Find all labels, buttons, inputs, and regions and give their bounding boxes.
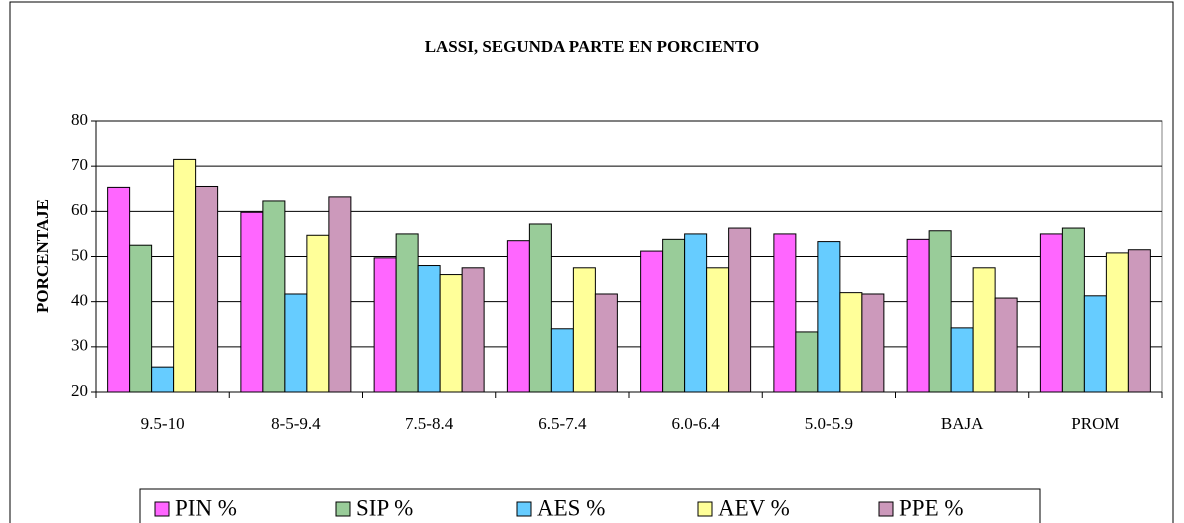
x-tick-label: 7.5-8.4 xyxy=(405,414,454,433)
bar xyxy=(506,240,530,393)
bar xyxy=(861,293,885,393)
y-tick-label: 20 xyxy=(71,381,88,400)
legend-marker xyxy=(878,501,894,517)
y-tick-label: 80 xyxy=(71,110,88,129)
x-tick-label: 6.5-7.4 xyxy=(538,414,587,433)
bar xyxy=(262,200,286,393)
bar xyxy=(906,238,930,393)
legend-marker xyxy=(697,501,713,517)
bar xyxy=(439,274,463,393)
legend-label: PPE % xyxy=(899,495,964,520)
x-tick-label: 5.0-5.9 xyxy=(805,414,853,433)
bar xyxy=(328,196,352,393)
bar xyxy=(395,233,419,393)
bar xyxy=(107,186,131,393)
bar xyxy=(1061,227,1085,393)
bar xyxy=(1127,249,1151,393)
bar xyxy=(994,297,1018,393)
bar xyxy=(839,292,863,393)
bar xyxy=(461,267,485,393)
bar xyxy=(795,331,819,393)
y-tick-label: 50 xyxy=(71,245,88,264)
bar xyxy=(1083,295,1107,393)
legend-label: AEV % xyxy=(718,495,790,520)
bar xyxy=(684,233,708,393)
bar xyxy=(928,230,952,393)
bar xyxy=(594,293,618,393)
legend-marker xyxy=(154,501,170,517)
legend-label: AES % xyxy=(537,495,605,520)
bar xyxy=(950,327,974,393)
bar xyxy=(528,223,552,393)
x-tick-label: BAJA xyxy=(941,414,984,433)
bar xyxy=(706,267,730,393)
bar xyxy=(306,234,330,393)
bar xyxy=(129,244,153,393)
bar xyxy=(550,328,574,393)
bar xyxy=(173,158,197,393)
x-tick-label: PROM xyxy=(1071,414,1119,433)
bar xyxy=(1105,252,1129,393)
bar xyxy=(417,265,441,393)
bar xyxy=(284,293,308,393)
bar xyxy=(195,185,219,393)
y-tick-label: 30 xyxy=(71,336,88,355)
legend-marker xyxy=(335,501,351,517)
legend-marker xyxy=(516,501,532,517)
legend-label: SIP % xyxy=(356,495,413,520)
bar xyxy=(773,233,797,393)
bar xyxy=(728,227,752,393)
bar xyxy=(972,267,996,393)
y-axis-label: PORCENTAJE xyxy=(33,199,52,313)
x-tick-label: 9.5-10 xyxy=(141,414,185,433)
y-tick-label: 60 xyxy=(71,200,88,219)
x-tick-label: 6.0-6.4 xyxy=(672,414,721,433)
bar xyxy=(240,211,264,393)
bar xyxy=(373,257,397,393)
x-tick-label: 8-5-9.4 xyxy=(271,414,321,433)
y-tick-label: 70 xyxy=(71,155,88,174)
bar xyxy=(572,267,596,393)
legend-label: PIN % xyxy=(175,495,237,520)
bar xyxy=(151,366,175,393)
bar xyxy=(640,250,664,393)
bar xyxy=(662,238,686,393)
bar xyxy=(817,241,841,393)
y-tick-label: 40 xyxy=(71,291,88,310)
chart-title: LASSI, SEGUNDA PARTE EN PORCIENTO xyxy=(425,37,760,56)
bar xyxy=(1039,233,1063,393)
